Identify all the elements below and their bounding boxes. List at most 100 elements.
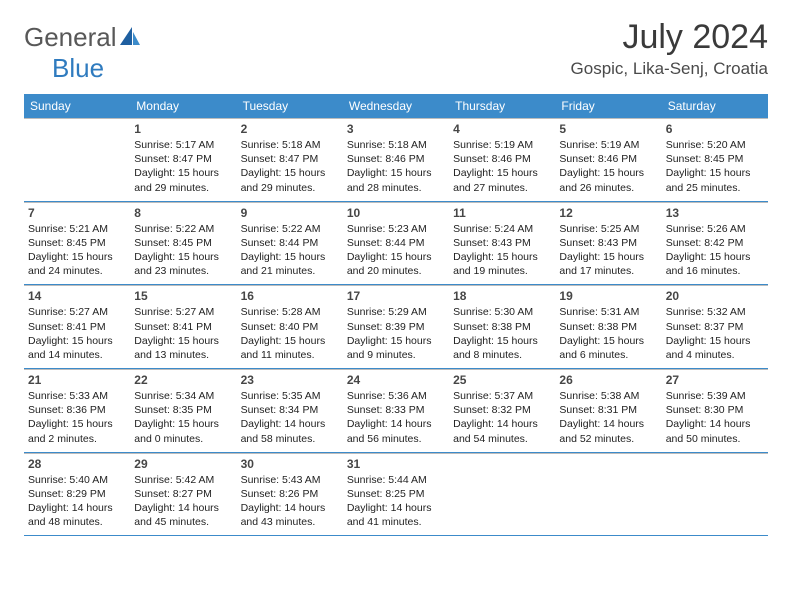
daylight-text: Daylight: 15 hours — [666, 166, 764, 180]
daylight-text: Daylight: 15 hours — [347, 166, 445, 180]
day-cell: 6Sunrise: 5:20 AMSunset: 8:45 PMDaylight… — [662, 118, 768, 201]
day-cell: 2Sunrise: 5:18 AMSunset: 8:47 PMDaylight… — [237, 118, 343, 201]
day-number: 5 — [559, 122, 657, 136]
day-cell: 24Sunrise: 5:36 AMSunset: 8:33 PMDayligh… — [343, 369, 449, 452]
empty-cell — [555, 453, 661, 536]
sunrise-text: Sunrise: 5:19 AM — [559, 138, 657, 152]
daylight-text: Daylight: 15 hours — [134, 334, 232, 348]
day-number: 3 — [347, 122, 445, 136]
sunset-text: Sunset: 8:31 PM — [559, 403, 657, 417]
sunrise-text: Sunrise: 5:44 AM — [347, 473, 445, 487]
week-row: 14Sunrise: 5:27 AMSunset: 8:41 PMDayligh… — [24, 285, 768, 369]
daylight-text: Daylight: 15 hours — [559, 166, 657, 180]
sunrise-text: Sunrise: 5:26 AM — [666, 222, 764, 236]
sunrise-text: Sunrise: 5:43 AM — [241, 473, 339, 487]
sunrise-text: Sunrise: 5:38 AM — [559, 389, 657, 403]
day-number: 15 — [134, 289, 232, 303]
daylight-text: and 9 minutes. — [347, 348, 445, 362]
day-number: 1 — [134, 122, 232, 136]
day-number: 17 — [347, 289, 445, 303]
day-number: 7 — [28, 206, 126, 220]
day-number: 6 — [666, 122, 764, 136]
location-text: Gospic, Lika-Senj, Croatia — [571, 59, 768, 79]
page-title: July 2024 — [571, 18, 768, 57]
daylight-text: Daylight: 14 hours — [241, 417, 339, 431]
daylight-text: and 21 minutes. — [241, 264, 339, 278]
daylight-text: and 4 minutes. — [666, 348, 764, 362]
daylight-text: Daylight: 14 hours — [347, 501, 445, 515]
dow-header: Thursday — [449, 94, 555, 118]
sunset-text: Sunset: 8:36 PM — [28, 403, 126, 417]
day-cell: 15Sunrise: 5:27 AMSunset: 8:41 PMDayligh… — [130, 285, 236, 368]
daylight-text: Daylight: 15 hours — [559, 250, 657, 264]
sunset-text: Sunset: 8:44 PM — [347, 236, 445, 250]
day-number: 27 — [666, 373, 764, 387]
day-number: 4 — [453, 122, 551, 136]
daylight-text: and 48 minutes. — [28, 515, 126, 529]
sunrise-text: Sunrise: 5:21 AM — [28, 222, 126, 236]
day-of-week-row: SundayMondayTuesdayWednesdayThursdayFrid… — [24, 94, 768, 118]
sunrise-text: Sunrise: 5:28 AM — [241, 305, 339, 319]
day-number: 16 — [241, 289, 339, 303]
day-cell: 28Sunrise: 5:40 AMSunset: 8:29 PMDayligh… — [24, 453, 130, 536]
daylight-text: Daylight: 14 hours — [241, 501, 339, 515]
daylight-text: and 45 minutes. — [134, 515, 232, 529]
dow-header: Tuesday — [237, 94, 343, 118]
daylight-text: Daylight: 15 hours — [347, 334, 445, 348]
calendar-page: General Blue July 2024 Gospic, Lika-Senj… — [0, 0, 792, 612]
daylight-text: and 25 minutes. — [666, 181, 764, 195]
sunset-text: Sunset: 8:37 PM — [666, 320, 764, 334]
daylight-text: Daylight: 15 hours — [241, 334, 339, 348]
daylight-text: and 52 minutes. — [559, 432, 657, 446]
daylight-text: and 43 minutes. — [241, 515, 339, 529]
daylight-text: Daylight: 15 hours — [28, 250, 126, 264]
sunrise-text: Sunrise: 5:22 AM — [241, 222, 339, 236]
daylight-text: and 11 minutes. — [241, 348, 339, 362]
sunset-text: Sunset: 8:34 PM — [241, 403, 339, 417]
empty-cell — [24, 118, 130, 201]
calendar-grid: SundayMondayTuesdayWednesdayThursdayFrid… — [24, 94, 768, 536]
empty-cell — [662, 453, 768, 536]
daylight-text: Daylight: 14 hours — [559, 417, 657, 431]
sunrise-text: Sunrise: 5:23 AM — [347, 222, 445, 236]
day-number: 21 — [28, 373, 126, 387]
day-number: 25 — [453, 373, 551, 387]
daylight-text: Daylight: 14 hours — [28, 501, 126, 515]
sunrise-text: Sunrise: 5:17 AM — [134, 138, 232, 152]
day-number: 28 — [28, 457, 126, 471]
sunset-text: Sunset: 8:40 PM — [241, 320, 339, 334]
day-cell: 12Sunrise: 5:25 AMSunset: 8:43 PMDayligh… — [555, 202, 661, 285]
day-cell: 26 Sunrise: 5:38 AMSunset: 8:31 PMDayligh… — [555, 369, 661, 452]
day-cell: 20Sunrise: 5:32 AMSunset: 8:37 PMDayligh… — [662, 285, 768, 368]
sunset-text: Sunset: 8:38 PM — [559, 320, 657, 334]
sunset-text: Sunset: 8:29 PM — [28, 487, 126, 501]
sunset-text: Sunset: 8:45 PM — [134, 236, 232, 250]
day-number: 2 — [241, 122, 339, 136]
sunrise-text: Sunrise: 5:27 AM — [134, 305, 232, 319]
day-number: 29 — [134, 457, 232, 471]
day-cell: 16 Sunrise: 5:28 AMSunset: 8:40 PMDayligh… — [237, 285, 343, 368]
sunrise-text: Sunrise: 5:20 AM — [666, 138, 764, 152]
daylight-text: and 16 minutes. — [666, 264, 764, 278]
daylight-text: and 8 minutes. — [453, 348, 551, 362]
daylight-text: Daylight: 14 hours — [134, 501, 232, 515]
day-number: 11 — [453, 206, 551, 220]
sunrise-text: Sunrise: 5:31 AM — [559, 305, 657, 319]
sunset-text: Sunset: 8:33 PM — [347, 403, 445, 417]
brand-logo: General Blue — [24, 22, 141, 84]
sunrise-text: Sunrise: 5:37 AM — [453, 389, 551, 403]
sunset-text: Sunset: 8:46 PM — [347, 152, 445, 166]
sunset-text: Sunset: 8:44 PM — [241, 236, 339, 250]
daylight-text: Daylight: 15 hours — [666, 334, 764, 348]
dow-header: Friday — [555, 94, 661, 118]
sunset-text: Sunset: 8:32 PM — [453, 403, 551, 417]
daylight-text: and 26 minutes. — [559, 181, 657, 195]
day-number: 24 — [347, 373, 445, 387]
week-row: 1Sunrise: 5:17 AMSunset: 8:47 PMDaylight… — [24, 118, 768, 202]
day-number: 26 — [559, 373, 657, 387]
week-row: 28Sunrise: 5:40 AMSunset: 8:29 PMDayligh… — [24, 453, 768, 537]
week-row: 21Sunrise: 5:33 AMSunset: 8:36 PMDayligh… — [24, 369, 768, 453]
sunset-text: Sunset: 8:25 PM — [347, 487, 445, 501]
daylight-text: and 6 minutes. — [559, 348, 657, 362]
day-cell: 18Sunrise: 5:30 AMSunset: 8:38 PMDayligh… — [449, 285, 555, 368]
